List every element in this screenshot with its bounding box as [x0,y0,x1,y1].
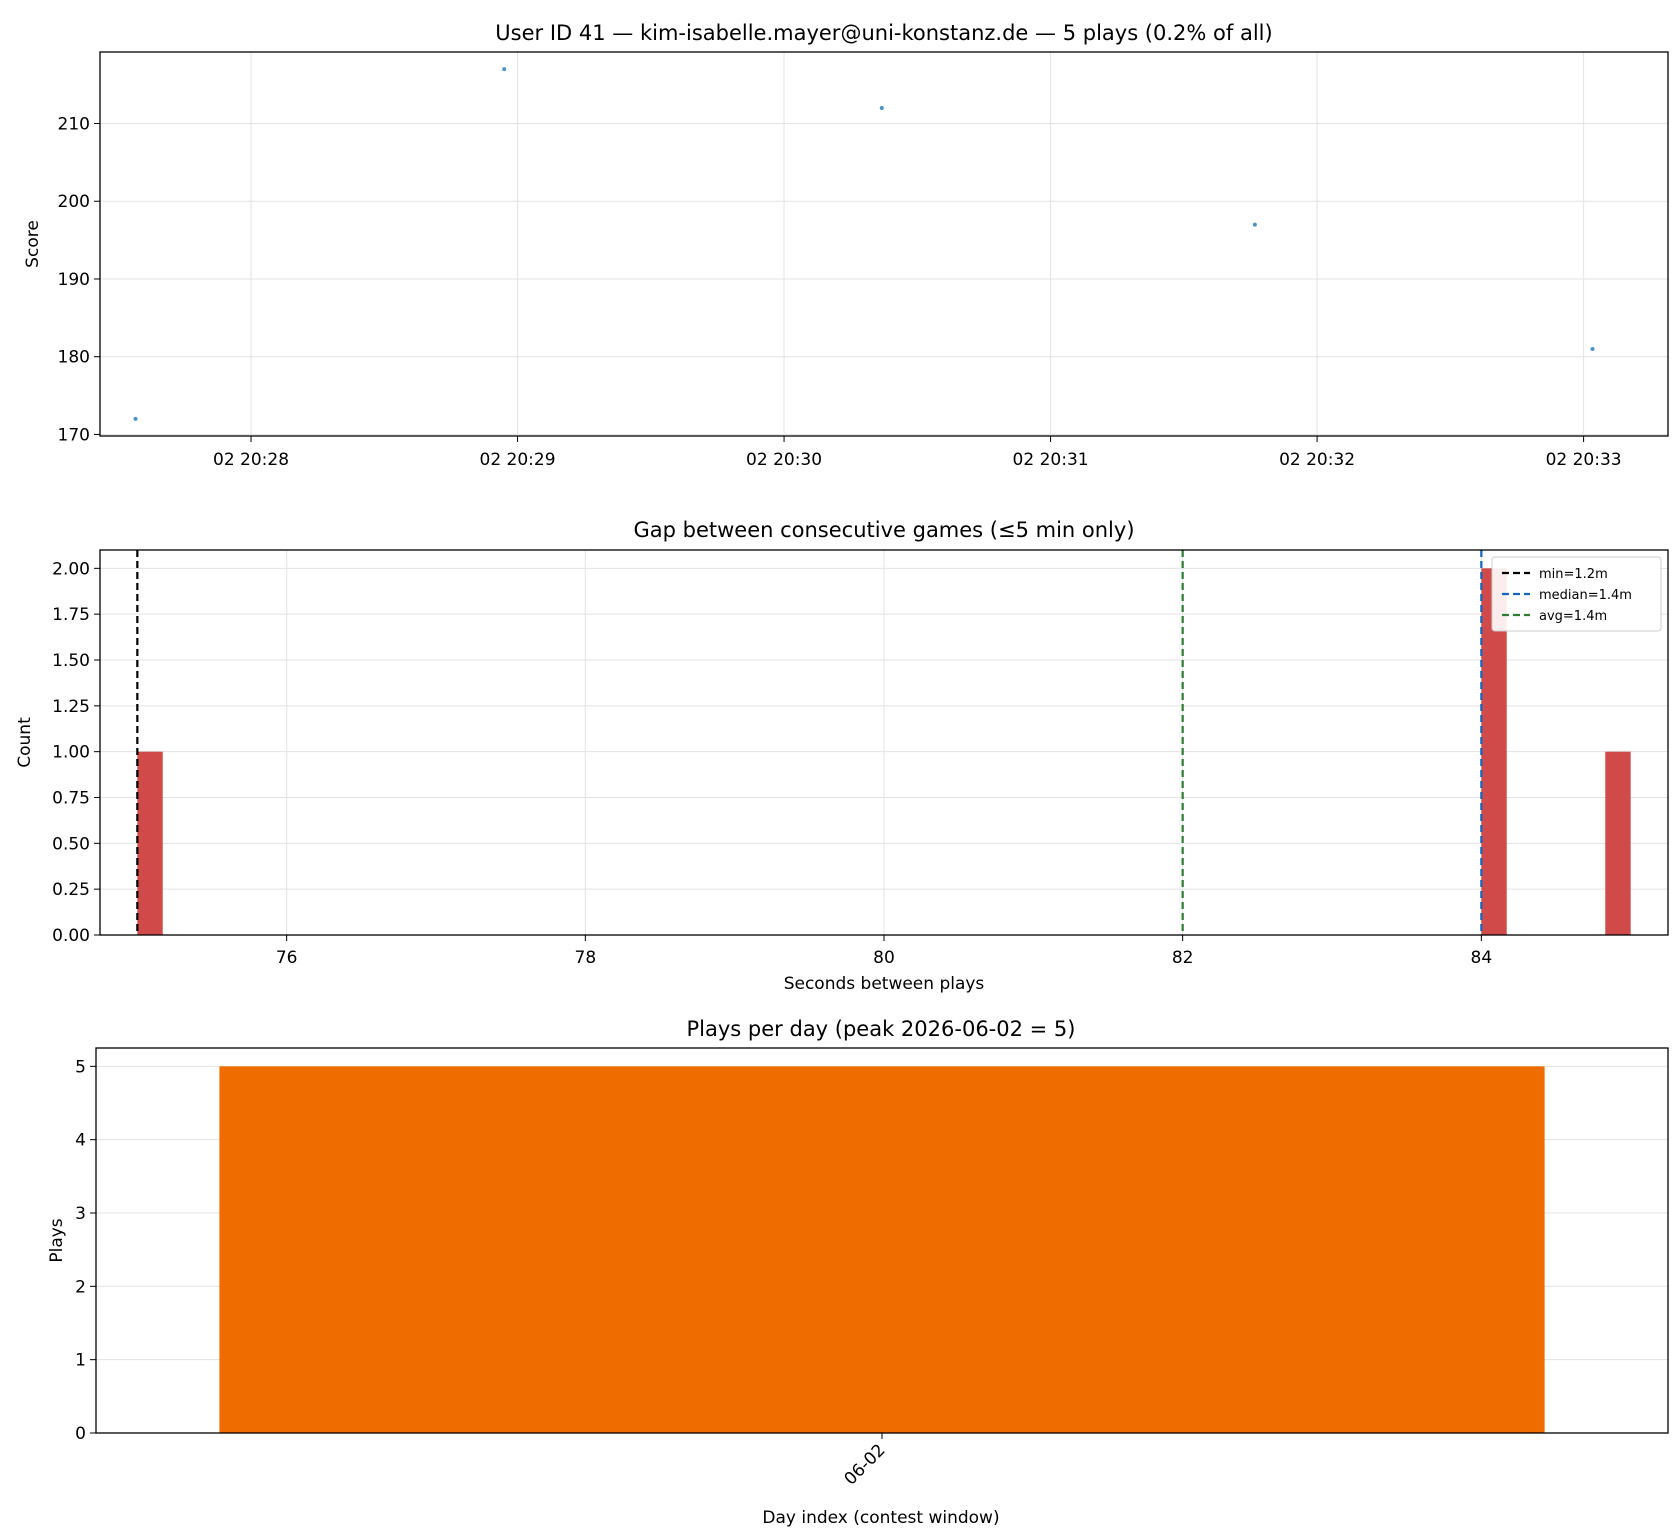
hist-xtick-label: 80 [873,948,895,968]
scatter-ytick-label: 170 [58,425,90,445]
daily-ylabel: Plays [47,1218,67,1262]
hist-legend-label: min=1.2m [1539,567,1608,582]
scatter-xtick-label: 02 20:29 [480,450,556,470]
hist-xtick-label: 82 [1172,948,1194,968]
hist-ytick-label: 0.75 [52,789,90,809]
scatter-ytick-label: 190 [58,270,90,290]
hist-bar [137,751,163,935]
hist-legend-box [1491,556,1662,632]
hist-ytick-label: 0.00 [52,926,90,946]
daily-title: Plays per day (peak 2026-06-02 = 5) [687,1017,1076,1041]
scatter-point [879,105,884,110]
daily-ytick-label: 1 [75,1351,86,1371]
hist-bar [1605,751,1631,935]
hist-ytick-label: 1.00 [52,743,90,763]
scatter-title: User ID 41 — kim-isabelle.mayer@uni-kons… [495,21,1272,45]
scatter-ytick-label: 210 [58,115,90,135]
daily-bar [219,1066,1545,1433]
scatter-ytick-label: 180 [58,348,90,368]
hist-ytick-label: 1.25 [52,697,90,717]
scatter-frame [99,51,1669,437]
hist-ytick-label: 2.00 [52,559,90,579]
hist-ytick-label: 1.75 [52,605,90,625]
scatter-ylabel: Score [23,220,43,268]
daily-ytick-label: 2 [75,1277,86,1297]
scatter-xtick-label: 02 20:30 [746,450,822,470]
hist-xtick-label: 84 [1471,948,1493,968]
hist-xlabel: Seconds between plays [784,974,985,994]
hist-ytick-label: 1.50 [52,651,90,671]
scatter-point [1252,222,1257,227]
hist-ylabel: Count [15,717,35,768]
scatter-xtick-label: 02 20:31 [1013,450,1089,470]
scatter-point [502,67,507,72]
scatter-xtick-label: 02 20:28 [213,450,289,470]
hist-ytick-label: 0.50 [52,834,90,854]
daily-ytick-label: 5 [75,1057,86,1077]
scatter-point [133,416,138,421]
daily-xtick-label: 06-02 [840,1440,889,1489]
scatter-xtick-label: 02 20:32 [1279,450,1355,470]
hist-ytick-label: 0.25 [52,880,90,900]
hist-legend-label: avg=1.4m [1539,609,1607,624]
hist-xtick-label: 78 [575,948,597,968]
scatter-ytick-label: 200 [58,192,90,212]
hist-title: Gap between consecutive games (≤5 min on… [633,518,1134,542]
scatter-point [1590,346,1595,351]
daily-frame [95,1047,1669,1434]
daily-ytick-label: 4 [75,1131,86,1151]
daily-xlabel: Day index (contest window) [762,1508,999,1528]
scatter-xtick-label: 02 20:33 [1546,450,1622,470]
hist-xtick-label: 76 [276,948,298,968]
daily-ytick-label: 3 [75,1204,86,1224]
hist-legend-label: median=1.4m [1539,588,1632,603]
daily-ytick-label: 0 [75,1424,86,1444]
hist-frame [99,549,1669,936]
